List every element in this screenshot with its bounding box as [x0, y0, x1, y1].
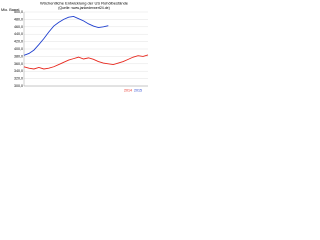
chart-subtitle: (Quelle: www.jankederwert24.de): [58, 6, 110, 10]
y-tick-label: 300,0: [14, 84, 23, 88]
y-tick-label: 440,0: [14, 32, 23, 36]
legend-label: 2014: [124, 88, 132, 92]
series-line: [23, 15, 109, 56]
y-tick-label: 380,0: [14, 54, 23, 58]
chart-title: Wöchentliche Entwicklung der US Rohölbes…: [40, 1, 129, 6]
y-tick-label: 420,0: [14, 40, 23, 44]
series-line: [23, 54, 149, 70]
chart: Wöchentliche Entwicklung der US Rohölbes…: [0, 0, 150, 94]
y-tick-label: 360,0: [14, 62, 23, 66]
y-axis-label: Mio. Barrel: [1, 8, 20, 12]
y-tick-label: 320,0: [14, 77, 23, 81]
legend-label: 2015: [134, 88, 142, 92]
y-tick-label: 460,0: [14, 25, 23, 29]
page: {"chart_data":{"type":"line", "title":"W…: [0, 0, 320, 94]
y-tick-label: 500,0: [14, 10, 23, 14]
y-tick-label: 400,0: [14, 47, 23, 51]
y-tick-label: 480,0: [14, 17, 23, 21]
y-tick-label: 340,0: [14, 69, 23, 73]
background: [0, 0, 150, 94]
